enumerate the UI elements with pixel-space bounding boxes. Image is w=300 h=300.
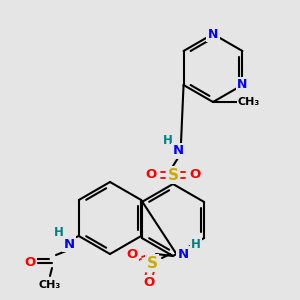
Text: S: S xyxy=(167,167,178,182)
Text: N: N xyxy=(208,28,218,40)
Text: O: O xyxy=(24,256,36,269)
Text: O: O xyxy=(146,169,157,182)
Text: H: H xyxy=(163,134,173,146)
Text: H: H xyxy=(54,226,64,238)
Text: O: O xyxy=(189,169,201,182)
Text: CH₃: CH₃ xyxy=(39,280,61,290)
Text: H: H xyxy=(191,238,201,250)
Text: N: N xyxy=(172,145,184,158)
Text: CH₃: CH₃ xyxy=(238,97,260,107)
Text: N: N xyxy=(237,79,248,92)
Text: S: S xyxy=(146,256,158,271)
Text: O: O xyxy=(126,248,138,262)
Text: N: N xyxy=(63,238,75,250)
Text: O: O xyxy=(143,277,155,290)
Text: N: N xyxy=(177,248,189,260)
